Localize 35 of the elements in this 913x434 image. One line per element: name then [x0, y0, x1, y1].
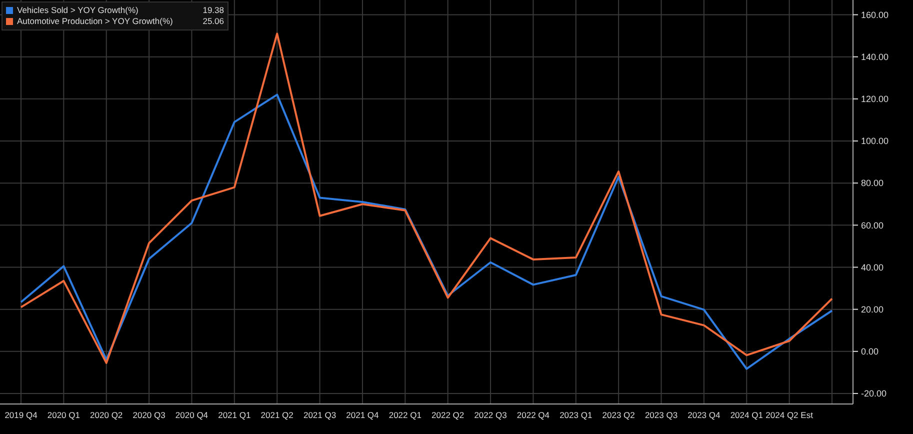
annotation: 25.06 [202, 16, 224, 26]
y-tick-label: 0.00 [861, 346, 879, 357]
legend-label: Automotive Production > YOY Growth(%) [17, 16, 173, 26]
y-tick-label: 120.00 [861, 94, 889, 104]
x-tick-label: 2022 Q4 [516, 410, 550, 420]
y-tick-label: 60.00 [861, 220, 884, 230]
y-tick-label: 20.00 [861, 304, 884, 314]
x-tick-label: 2023 Q2 [602, 410, 636, 420]
y-tick-label: 40.00 [861, 262, 884, 272]
x-tick-label: 2020 Q1 [47, 410, 80, 420]
x-tick-label: 2020 Q3 [132, 410, 166, 420]
x-tick-label: 2022 Q1 [388, 410, 422, 420]
x-tick-label: 2019 Q4 [4, 410, 38, 420]
line-series [20, 94, 833, 370]
x-tick-label: 2021 Q1 [218, 410, 251, 420]
x-tick-label: 2022 Q2 [432, 410, 464, 420]
x-tick-label: 2021 Q3 [303, 410, 336, 420]
x-tick-label: 2021 Q2 [260, 410, 294, 420]
x-tick-label: 2020 Q4 [175, 410, 208, 420]
line-series [20, 32, 833, 364]
y-tick-label: 80.00 [861, 178, 884, 188]
legend-label: Vehicles Sold > YOY Growth(%) [17, 5, 139, 15]
x-tick-label: 2023 Q1 [560, 410, 592, 420]
y-tick-label: 160.00 [861, 10, 889, 20]
x-tick-label: 2023 Q3 [644, 410, 678, 420]
y-tick-label: -20.00 [861, 388, 887, 399]
x-tick-label: 2021 Q4 [346, 410, 380, 420]
x-tick-label: 2024 Q1 [730, 410, 764, 420]
x-tick-label: 2022 Q3 [474, 410, 508, 420]
x-tick-label: 2024 Q2 Est [766, 410, 814, 420]
y-tick-label: 140.00 [861, 52, 889, 62]
x-tick-label: 2023 Q4 [688, 410, 721, 420]
y-tick-label: 100.00 [861, 136, 889, 146]
x-tick-label: 2020 Q2 [90, 410, 123, 420]
annotation: 19.38 [202, 5, 224, 15]
